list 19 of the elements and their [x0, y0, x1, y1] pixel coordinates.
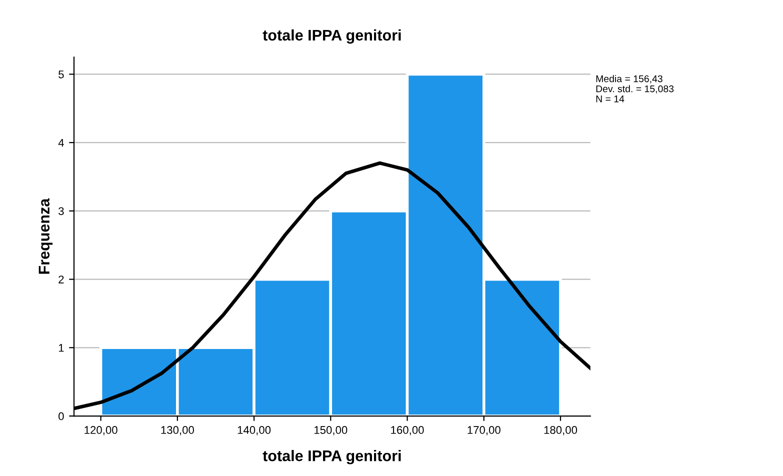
y-tick-label: 4 [58, 138, 64, 147]
text: Dev. std. = 15,083 [596, 85, 674, 94]
y-axis-title: Frequenza [38, 198, 53, 274]
x-axis-title: totale IPPA genitori [262, 450, 401, 464]
x-tick-label: 130,00 [161, 426, 194, 436]
chart-title: totale IPPA genitori [262, 29, 401, 44]
x-tick-label: 170,00 [468, 426, 500, 436]
y-tick-label: 3 [58, 207, 64, 216]
text: N = 14 [596, 96, 624, 102]
y-tick-label: 2 [58, 276, 64, 284]
y-tick-label: 5 [58, 70, 64, 78]
x-tick-label: 150,00 [314, 426, 348, 436]
x-tick-label: 140,00 [238, 426, 271, 436]
y-tick-label: 1 [58, 344, 64, 352]
y-tick-label: 0 [58, 412, 64, 420]
x-tick-label: 180,00 [544, 426, 578, 436]
text: Media = 156,43 [596, 75, 662, 84]
x-tick-label: 160,00 [391, 426, 424, 436]
x-tick-label: 120,00 [84, 426, 118, 436]
